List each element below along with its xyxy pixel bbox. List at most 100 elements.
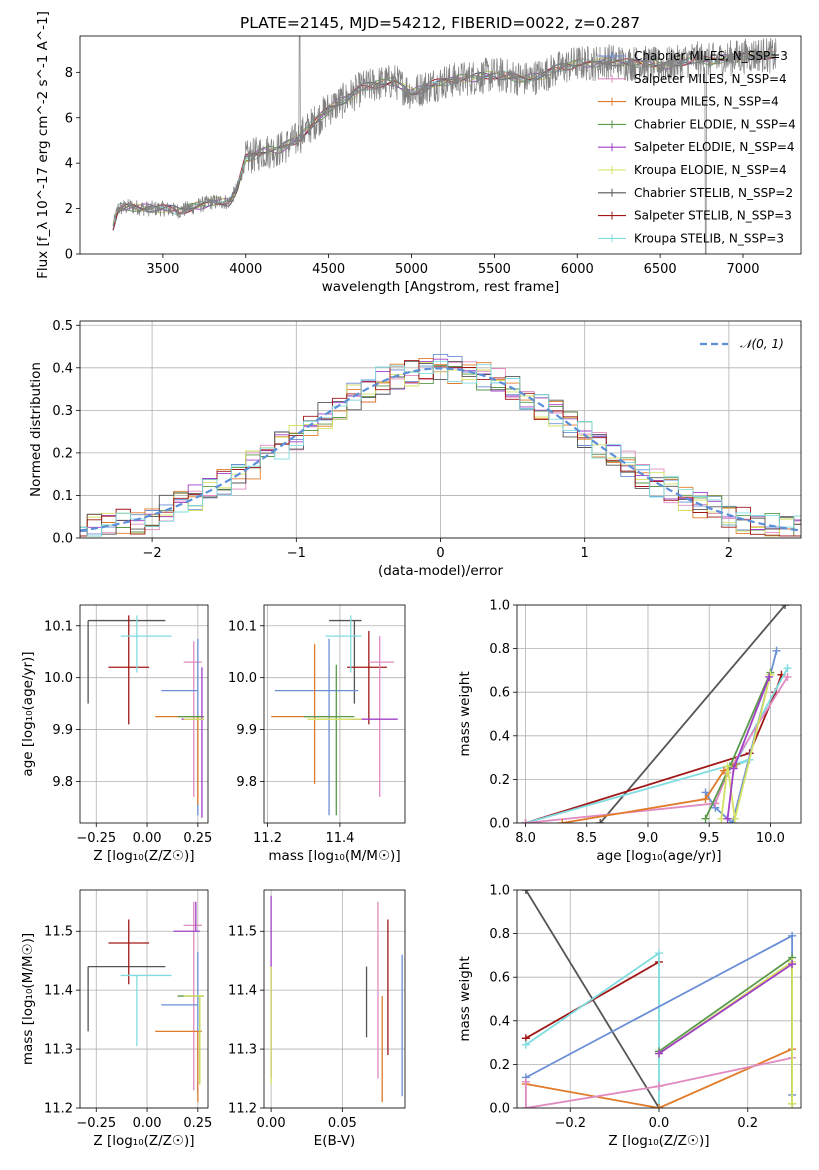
figure-title: PLATE=2145, MJD=54212, FIBERID=0022, z=0… <box>240 14 640 32</box>
x-tick-label: 9.0 <box>638 831 659 846</box>
x-tick-label: −2 <box>143 546 162 561</box>
y-tick-label: 9.9 <box>52 723 73 738</box>
mass-weight-line <box>525 951 660 1108</box>
y-tick-label: 0.2 <box>489 773 510 788</box>
plus-marker <box>558 819 567 823</box>
plus-marker <box>729 764 738 773</box>
y-tick-label: 10.1 <box>44 619 73 634</box>
y-axis-label: age [log₁₀(age/yr)] <box>20 651 36 776</box>
plus-marker <box>655 949 663 958</box>
x-tick-label: −1 <box>287 546 306 561</box>
x-tick-label: 1 <box>581 546 589 561</box>
residual-histogram <box>80 358 801 537</box>
y-axis-label: mass weight <box>457 956 473 1041</box>
normal-curve <box>80 367 801 532</box>
x-axis-label: age [log₁₀(age/yr)] <box>596 848 721 864</box>
y-tick-label: 11.4 <box>228 984 257 999</box>
age_vs_z-marks <box>87 615 204 818</box>
plus-marker <box>788 960 797 969</box>
y-tick-label: 0.2 <box>52 446 73 461</box>
y-tick-label: 9.8 <box>52 775 73 790</box>
residuals-panel: −2 −1 0 1 2 0.0 0.1 0.2 0.3 0.4 0.5 𝒩(0, 1) (data-mo… <box>28 319 802 579</box>
y-tick-label: 1.0 <box>489 884 510 899</box>
plus-marker <box>728 819 737 823</box>
x-tick-label: 7000 <box>726 262 759 277</box>
legend-entry: Salpeter STELIB, N_SSP=3 <box>634 209 792 223</box>
x-tick-label: 2 <box>725 546 733 561</box>
plus-marker <box>521 819 530 823</box>
y-tick-label: 0.8 <box>489 927 510 942</box>
y-tick-label: 10.1 <box>228 619 257 634</box>
plus-marker <box>788 931 797 940</box>
y-tick-label: 0.0 <box>489 817 510 832</box>
x-tick-label: 8.5 <box>576 831 597 846</box>
x-tick-label: 0.05 <box>328 1116 357 1131</box>
x-tick-label: 10.0 <box>756 831 785 846</box>
legend-entry: Salpeter ELODIE, N_SSP=4 <box>634 140 795 154</box>
mass-weight-line <box>720 674 772 819</box>
y-tick-label: 0.6 <box>489 686 510 701</box>
legend-entry: Chabrier STELIB, N_SSP=2 <box>634 186 793 200</box>
plus-marker <box>655 1082 663 1091</box>
mass-weight-line <box>658 963 793 1055</box>
mass-weight-line <box>726 676 771 819</box>
plus-marker <box>655 1104 663 1108</box>
legend-entry: Kroupa ELODIE, N_SSP=4 <box>634 163 787 177</box>
x-axis-label: Z [log₁₀(Z/Z☉)] <box>93 1133 194 1149</box>
mass-weight-line <box>704 672 772 819</box>
y-tick-label: 2 <box>65 202 73 217</box>
x-tick-label: −0.25 <box>76 1116 116 1131</box>
x-axis-label: Z [log₁₀(Z/Z☉)] <box>608 1133 709 1149</box>
plus-marker <box>701 814 710 823</box>
age_vs_z-panel: −0.25 0.00 0.25 9.8 9.9 10.0 10.1 Z [log₁₀(Z/Z☉… <box>20 604 212 864</box>
legend: 𝒩(0, 1) <box>700 337 784 351</box>
age_vs_mass-marks <box>271 615 398 816</box>
residual-histogram <box>80 360 801 537</box>
y-tick-label: 0.1 <box>52 489 73 504</box>
mass-weight-line <box>525 676 789 823</box>
legend-entry: Kroupa STELIB, N_SSP=3 <box>634 231 784 245</box>
y-axis-label: mass weight <box>457 671 473 756</box>
x-axis-label: wavelength [Angstrom, rest frame] <box>322 279 560 295</box>
y-tick-label: 0.4 <box>489 729 510 744</box>
y-tick-label: 11.2 <box>44 1102 73 1117</box>
residuals-marks <box>80 353 801 537</box>
axes-frame <box>79 889 209 1109</box>
axes-frame <box>79 35 802 255</box>
y-tick-label: 0.4 <box>489 1014 510 1029</box>
y-tick-label: 10.0 <box>44 671 73 686</box>
y-tick-label: 0.2 <box>489 1058 510 1073</box>
plus-marker <box>723 762 732 771</box>
weight_vs_age-marks <box>521 605 792 823</box>
legend-entry: Chabrier MILES, N_SSP=3 <box>634 49 788 63</box>
x-axis-label: Z [log₁₀(Z/Z☉)] <box>93 848 194 864</box>
residual-histogram <box>80 360 801 537</box>
x-tick-label: 11.2 <box>253 831 282 846</box>
y-tick-label: 0.6 <box>489 971 510 986</box>
plus-marker <box>781 605 790 609</box>
y-tick-label: 0.0 <box>52 532 73 547</box>
x-tick-label: 0.25 <box>183 1116 212 1131</box>
mass-weight-line <box>525 1057 793 1108</box>
y-tick-label: 10.0 <box>228 671 257 686</box>
residual-histogram <box>80 362 801 537</box>
y-tick-label: 11.5 <box>228 925 257 940</box>
x-tick-label: 5500 <box>478 262 511 277</box>
plus-marker <box>701 795 710 804</box>
mass-weight-line <box>525 1048 793 1108</box>
legend-entry: 𝒩(0, 1) <box>740 337 784 351</box>
legend-entry: Salpeter MILES, N_SSP=4 <box>634 72 787 86</box>
weight_vs_z-marks <box>521 890 797 1108</box>
axes-frame <box>79 604 209 824</box>
mass-weight-line <box>525 667 789 823</box>
x-tick-label: 0 <box>436 546 444 561</box>
y-tick-label: 9.9 <box>236 723 257 738</box>
mass_vs_z-marks <box>87 901 204 1103</box>
y-tick-label: 1.0 <box>489 599 510 614</box>
y-axis-label: Flux [f_λ 10^-17 erg cm^-2 s^-1 A^-1] <box>35 11 51 279</box>
x-tick-label: −0.25 <box>76 831 116 846</box>
x-axis-label: mass [log₁₀(M/M☉)] <box>268 848 400 864</box>
weight_vs_age-panel: 8.0 8.5 9.0 9.5 10.0 0.0 0.2 0.4 0.6 0.8 1.0 age [l… <box>457 599 802 864</box>
x-tick-label: 5000 <box>395 262 428 277</box>
x-tick-label: 4000 <box>229 262 262 277</box>
